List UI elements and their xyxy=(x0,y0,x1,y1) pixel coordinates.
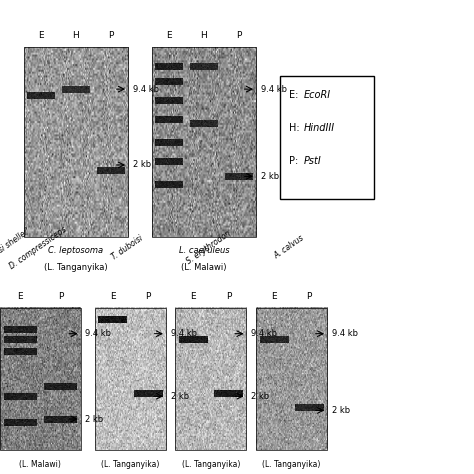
Text: EcoRI: EcoRI xyxy=(303,90,330,100)
Text: 2 kb: 2 kb xyxy=(133,161,151,169)
Text: (L. Tanganyika): (L. Tanganyika) xyxy=(182,460,240,469)
Bar xyxy=(24,47,128,237)
Text: 9.4 kb: 9.4 kb xyxy=(171,329,197,338)
Text: H: H xyxy=(73,31,79,40)
Bar xyxy=(95,308,166,450)
Text: P: P xyxy=(108,31,113,40)
Text: E:: E: xyxy=(289,90,301,100)
Text: H: H xyxy=(201,31,207,40)
Text: 2 kb: 2 kb xyxy=(251,392,269,401)
Text: E: E xyxy=(191,292,196,301)
Text: E: E xyxy=(38,31,44,40)
Text: S. erythrodon: S. erythrodon xyxy=(184,229,232,266)
Text: P: P xyxy=(307,292,312,301)
Text: si sheller': si sheller' xyxy=(0,227,32,255)
Text: E: E xyxy=(166,31,172,40)
Text: (L. Tanganyika): (L. Tanganyika) xyxy=(44,263,108,272)
Bar xyxy=(0,308,81,450)
Text: 2 kb: 2 kb xyxy=(332,406,350,415)
Text: L. caeruleus: L. caeruleus xyxy=(179,246,229,255)
Text: 2 kb: 2 kb xyxy=(171,392,189,401)
Bar xyxy=(152,47,256,237)
Text: A. calvus: A. calvus xyxy=(272,234,306,261)
Text: PstI: PstI xyxy=(303,156,321,166)
Text: E: E xyxy=(110,292,115,301)
Text: C. leptosoma: C. leptosoma xyxy=(48,246,103,255)
Bar xyxy=(175,308,246,450)
Text: 9.4 kb: 9.4 kb xyxy=(261,85,287,93)
Text: P: P xyxy=(58,292,63,301)
Text: P:: P: xyxy=(289,156,301,166)
Text: H:: H: xyxy=(289,123,303,133)
Text: 9.4 kb: 9.4 kb xyxy=(332,329,358,338)
Text: 9.4 kb: 9.4 kb xyxy=(85,329,111,338)
Text: HindIII: HindIII xyxy=(303,123,335,133)
Text: P: P xyxy=(226,292,231,301)
Text: 2 kb: 2 kb xyxy=(261,172,279,181)
Text: D. compressiceps: D. compressiceps xyxy=(8,225,68,271)
Text: (L. Malawi): (L. Malawi) xyxy=(19,460,61,469)
Text: (L. Tanganyika): (L. Tanganyika) xyxy=(262,460,321,469)
Text: T. duboisi: T. duboisi xyxy=(110,234,145,262)
Text: P: P xyxy=(236,31,241,40)
Text: 9.4 kb: 9.4 kb xyxy=(133,85,159,93)
Bar xyxy=(280,76,374,199)
Bar xyxy=(256,308,327,450)
Text: 2 kb: 2 kb xyxy=(85,415,103,423)
Text: P: P xyxy=(146,292,151,301)
Text: 9.4 kb: 9.4 kb xyxy=(251,329,277,338)
Text: E: E xyxy=(271,292,276,301)
Text: E: E xyxy=(18,292,23,301)
Text: (L. Tanganyika): (L. Tanganyika) xyxy=(101,460,160,469)
Text: (L. Malawi): (L. Malawi) xyxy=(181,263,227,272)
